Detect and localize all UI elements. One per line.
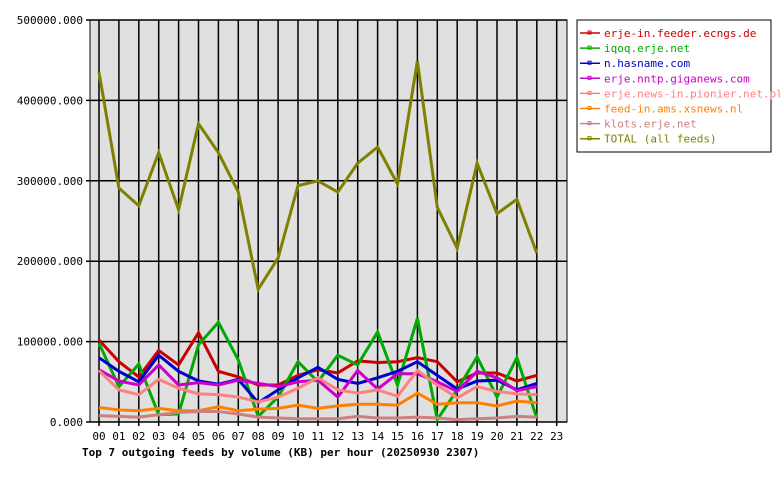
series-line-3 xyxy=(98,362,538,400)
x-tick-label: 02 xyxy=(132,430,145,443)
x-tick-label: 14 xyxy=(371,430,385,443)
x-tick-label: 06 xyxy=(212,430,225,443)
x-tick-label: 18 xyxy=(451,430,464,443)
series-line-7 xyxy=(97,60,539,294)
x-tick-label: 23 xyxy=(550,430,563,443)
x-tick-label: 10 xyxy=(291,430,304,443)
y-tick-label: 400000.000 xyxy=(17,94,83,107)
legend-label: TOTAL (all feeds) xyxy=(604,133,717,146)
legend-marker xyxy=(587,60,592,65)
x-tick-label: 12 xyxy=(331,430,344,443)
legend-label: erje.nntp.giganews.com xyxy=(604,72,750,85)
y-tick-label: 200000.000 xyxy=(17,255,83,268)
x-tick-label: 21 xyxy=(510,430,523,443)
legend-label: erje.news-in.pionier.net.pl xyxy=(604,87,780,100)
plot-area xyxy=(90,20,567,422)
x-tick-label: 20 xyxy=(490,430,503,443)
x-tick-label: 09 xyxy=(271,430,284,443)
chart-title: Top 7 outgoing feeds by volume (KB) per … xyxy=(82,446,479,459)
x-tick-label: 00 xyxy=(92,430,105,443)
y-tick-label: 500000.000 xyxy=(17,14,83,27)
legend-marker xyxy=(587,30,592,35)
x-tick-label: 01 xyxy=(112,430,125,443)
legend-label: erje-in.feeder.ecngs.de xyxy=(604,27,756,40)
x-tick-label: 13 xyxy=(351,430,364,443)
series-line-5 xyxy=(98,391,537,413)
x-tick-label: 04 xyxy=(172,430,186,443)
legend-label: feed-in.ams.xsnews.nl xyxy=(604,103,743,116)
series-line-4 xyxy=(97,368,537,404)
x-tick-label: 03 xyxy=(152,430,165,443)
x-tick-label: 11 xyxy=(311,430,324,443)
x-tick-label: 19 xyxy=(470,430,483,443)
legend-marker xyxy=(587,45,592,50)
series-line-6 xyxy=(98,410,537,422)
x-tick-label: 15 xyxy=(391,430,404,443)
legend-marker xyxy=(587,136,592,141)
x-tick-label: 17 xyxy=(431,430,444,443)
legend-label: klots.erje.net xyxy=(604,118,697,131)
y-tick-label: 100000.000 xyxy=(17,336,83,349)
plot-border xyxy=(89,19,568,423)
x-tick-label: 16 xyxy=(411,430,424,443)
legend-marker xyxy=(587,75,592,80)
legend-label: iqoq.erje.net xyxy=(604,42,690,55)
legend-marker xyxy=(587,106,592,110)
x-tick-label: 05 xyxy=(192,430,205,443)
x-tick-label: 07 xyxy=(232,430,245,443)
x-tick-label: 08 xyxy=(252,430,265,443)
legend-label: n.hasname.com xyxy=(604,57,690,70)
legend xyxy=(576,19,772,153)
y-tick-label: 0.000 xyxy=(50,416,83,429)
legend-marker xyxy=(587,90,592,95)
x-tick-label: 22 xyxy=(530,430,543,443)
legend-marker xyxy=(587,121,592,126)
y-tick-label: 300000.000 xyxy=(17,175,83,188)
